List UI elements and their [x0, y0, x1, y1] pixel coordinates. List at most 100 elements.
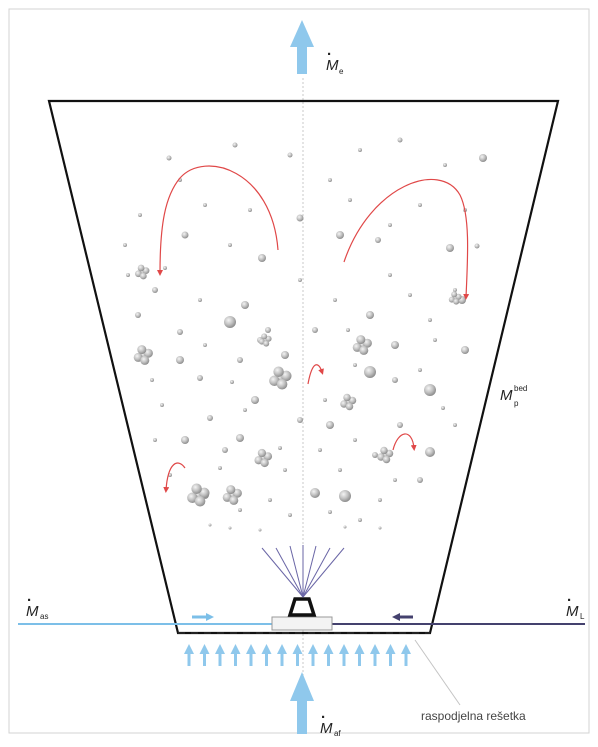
particle: [222, 447, 228, 453]
particle: [375, 237, 381, 243]
particle: [353, 438, 357, 442]
right-flow-arrow: [392, 613, 413, 621]
air-arrow: [277, 644, 287, 666]
recirculation-arrow-lower-left: [163, 462, 186, 493]
particle: [138, 213, 142, 217]
symbol-m: M: [566, 603, 579, 620]
particle: [348, 198, 352, 202]
particle: [428, 318, 432, 322]
symbol-m: M: [26, 603, 39, 620]
particle: [208, 523, 212, 527]
recirculation-arrows: [157, 165, 470, 493]
particle: [323, 398, 327, 402]
symbol-m: M: [320, 720, 333, 737]
particle: [199, 487, 210, 499]
label-bed-mass: M bed p: [500, 384, 527, 408]
particle: [343, 393, 351, 402]
particle: [230, 380, 234, 384]
air-arrow: [261, 644, 272, 666]
particle: [278, 446, 282, 450]
particle: [207, 415, 213, 421]
recirculation-arrow-left: [157, 165, 279, 276]
particle: [297, 417, 303, 423]
particle: [137, 345, 147, 355]
particle: [328, 510, 332, 514]
particle: [197, 375, 203, 381]
particle: [135, 312, 141, 318]
particle: [366, 311, 374, 319]
particle: [333, 298, 337, 302]
particle: [474, 243, 480, 249]
particle: [479, 154, 487, 162]
label-left-flow-sub: as: [40, 612, 48, 621]
particle: [345, 402, 354, 411]
particle: [281, 351, 289, 359]
air-arrow: [230, 644, 241, 666]
particle: [358, 148, 362, 152]
air-arrow: [339, 644, 349, 666]
particle: [372, 452, 378, 458]
particle: [203, 343, 207, 347]
particle: [257, 448, 267, 458]
particle: [356, 335, 366, 345]
particle: [229, 495, 239, 505]
spray-line: [289, 545, 304, 598]
particle: [388, 273, 392, 277]
particle: [265, 327, 271, 333]
particle: [243, 408, 247, 412]
particle: [310, 488, 320, 498]
recirculation-arrow-lower-right: [392, 433, 417, 451]
particle: [338, 468, 342, 472]
particle: [228, 243, 232, 247]
spray-line: [275, 547, 304, 598]
particle: [176, 356, 184, 364]
particle: [153, 438, 157, 442]
particle: [418, 368, 422, 372]
bottom-inlet-arrow: [290, 672, 314, 734]
particle: [281, 370, 292, 382]
particle: [425, 447, 435, 457]
particle: [446, 244, 454, 252]
particle: [453, 423, 457, 427]
particle: [268, 498, 272, 502]
particle: [359, 345, 369, 355]
label-left-flow: M · as: [26, 592, 48, 621]
air-arrow: [370, 644, 380, 666]
particle: [276, 379, 288, 390]
particle: [126, 273, 130, 277]
particle: [263, 452, 273, 461]
air-arrow: [308, 644, 318, 666]
recirculation-arrow-center: [307, 364, 324, 385]
particle: [241, 301, 249, 309]
spray-cone: [261, 545, 345, 598]
particle: [163, 266, 167, 270]
particle: [287, 152, 293, 158]
symbol-dot: ·: [27, 592, 32, 609]
particle: [343, 525, 347, 529]
label-top-flow: M · e: [326, 46, 344, 76]
air-arrow: [401, 644, 411, 666]
recirculation-arrow-right: [343, 178, 470, 300]
particle: [194, 496, 206, 507]
particle: [298, 278, 302, 282]
particle: [258, 254, 266, 262]
particle: [393, 478, 397, 482]
symbol-m: M: [326, 57, 339, 74]
spray-line: [261, 547, 304, 598]
label-bed-mass-sub: p: [514, 399, 519, 408]
particle: [237, 357, 243, 363]
particle: [226, 485, 236, 495]
particle: [378, 498, 382, 502]
label-right-flow: M · L: [566, 592, 585, 621]
particle: [150, 378, 154, 382]
particle: [263, 340, 270, 347]
air-arrow: [323, 644, 334, 666]
particle: [198, 298, 202, 302]
particle: [453, 298, 460, 305]
particle: [258, 528, 262, 532]
particle: [461, 346, 469, 354]
air-arrow: [215, 644, 225, 666]
particle: [455, 293, 462, 300]
